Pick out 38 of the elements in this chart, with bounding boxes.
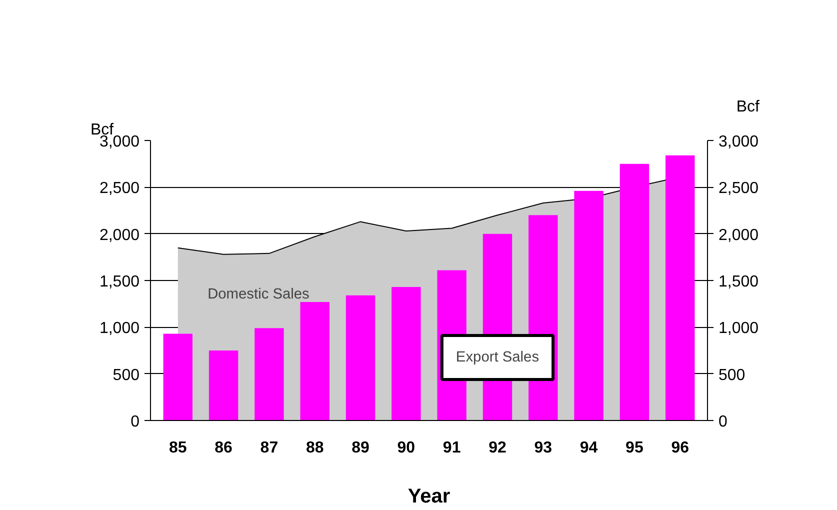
x-tick-label: 88 [306,440,324,456]
x-tick-label: 85 [168,440,187,456]
x-tick-label: 90 [397,440,416,456]
y-tick-label: 2,500 [99,180,140,198]
y2-tick-label: 2,000 [718,226,759,244]
series-label: Domestic Sales [208,286,310,302]
y2-tick-label: 3,000 [718,134,759,150]
x-tick-label: 92 [488,440,506,456]
series-label: Export Sales [456,350,540,366]
x-tick-label: 91 [442,440,461,456]
x-tick-label: 89 [352,440,370,456]
x-tick-label: 93 [534,440,552,456]
bar [620,164,650,420]
bar [208,350,238,420]
x-tick-label: 87 [260,440,278,456]
y-tick-label: 0 [130,414,140,430]
y2-axis-title: Bcf [736,98,760,116]
y-tick-label: 500 [112,366,140,384]
x-tick-label: 94 [580,440,598,456]
bar [346,295,376,420]
y2-tick-label: 0 [718,414,728,430]
bar [574,190,604,420]
bar [163,334,193,420]
y2-tick-label: 1,500 [718,274,759,290]
bar [300,302,330,420]
y2-tick-label: 2,500 [718,180,759,198]
x-tick-label: 86 [214,440,233,456]
y-tick-label: 1,000 [99,320,140,338]
x-tick-label: 95 [626,440,644,456]
x-axis-title: Year [408,486,450,508]
y-tick-label: 1,500 [99,274,140,290]
y2-tick-label: 500 [718,366,746,384]
y-tick-label: 2,000 [99,226,140,244]
bar [665,155,695,420]
bar [254,328,284,420]
y2-tick-label: 1,000 [718,320,759,338]
x-tick-label: 96 [671,440,690,456]
bar [392,287,421,420]
